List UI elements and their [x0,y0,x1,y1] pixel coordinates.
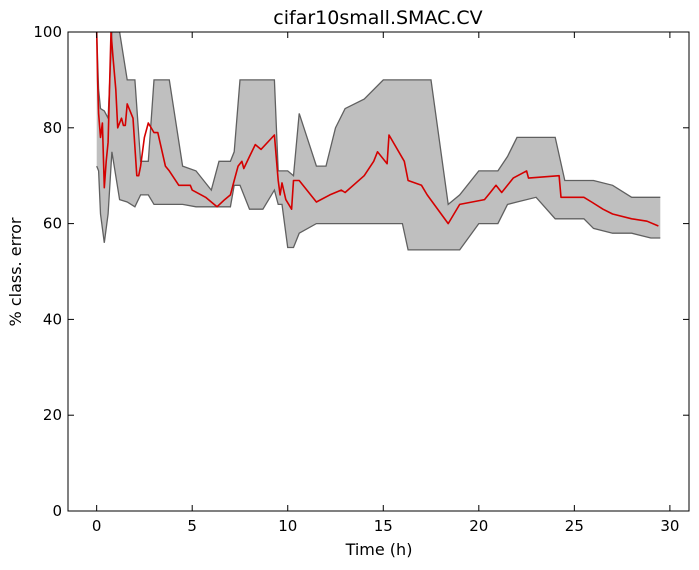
band-fill [96,32,661,250]
plot-area [95,32,661,251]
y-axis-title: % class. error [6,217,25,326]
y-tick-label: 80 [43,119,62,137]
y-tick-label: 40 [43,310,62,328]
series-line [95,32,659,227]
y-tick-label: 20 [43,406,62,424]
x-tick-label: 10 [278,517,297,535]
y-tick-label: 60 [43,215,62,233]
y-tick-label: 100 [33,23,62,41]
x-tick-label: 20 [469,517,488,535]
x-tick-label: 25 [565,517,584,535]
x-axis-title: Time (h) [345,540,413,559]
x-tick-label: 30 [660,517,679,535]
x-tick-label: 0 [92,517,102,535]
y-tick-label: 0 [52,502,62,520]
chart-title: cifar10small.SMAC.CV [273,7,482,29]
band-upper-edge [96,32,661,206]
x-tick-label: 5 [187,517,197,535]
axis-ticks: 0 5 10 15 20 25 30 0 20 40 60 80 100 [33,23,689,535]
x-tick-label: 15 [374,517,393,535]
axes-frame [67,31,690,512]
band-lower-edge [96,151,661,251]
